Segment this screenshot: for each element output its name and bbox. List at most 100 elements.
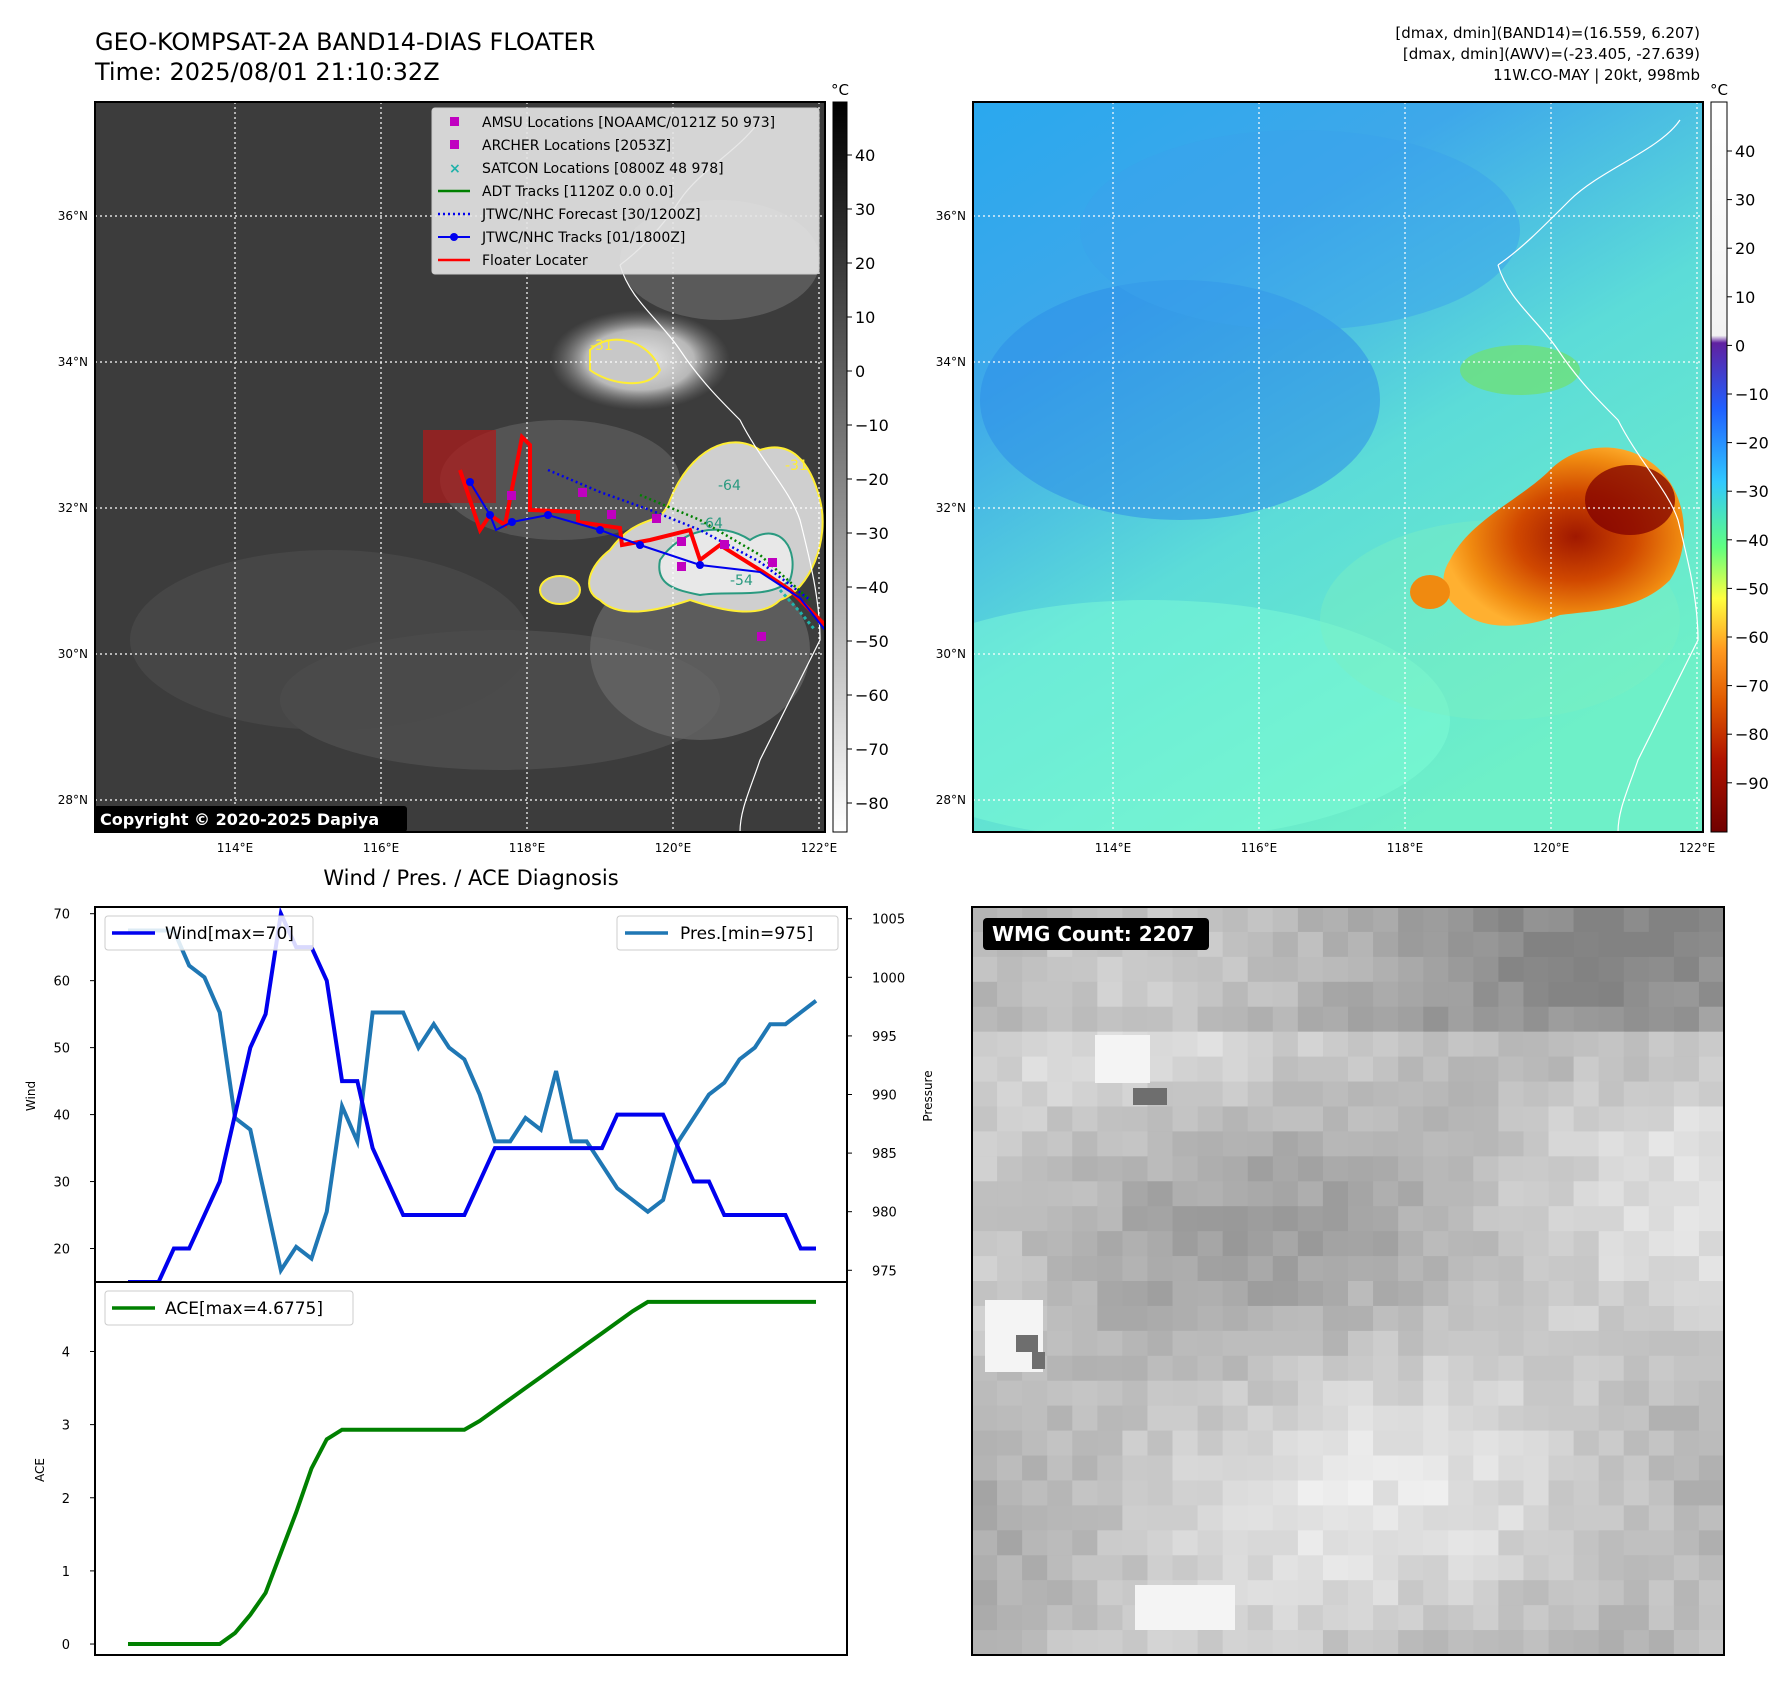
pressure-tick: 990: [872, 1089, 897, 1104]
colorbar-tick: −30: [1735, 482, 1769, 501]
colorbar-tick: −90: [1735, 774, 1769, 793]
ace-series-line: [128, 1299, 816, 1647]
colorbar-tick: 40: [855, 146, 875, 165]
colorbar-unit: °C: [1710, 81, 1728, 99]
copyright-box: [94, 806, 407, 832]
colorbar-tick: 30: [855, 200, 875, 219]
lat-label: 32°N: [936, 501, 966, 515]
pressure-axis-label: Pressure: [921, 1070, 935, 1121]
colorbar-tick: −60: [855, 686, 889, 705]
lat-label: 36°N: [936, 209, 966, 223]
legend-adt: ADT Tracks [1120Z 0.0 0.0]: [482, 184, 673, 200]
wind-series-line: [128, 906, 816, 1284]
wind-legend: Wind[max=70]: [104, 915, 314, 951]
colorbar-tick: −40: [855, 578, 889, 597]
colorbar-tick: 20: [855, 254, 875, 273]
legend-jtwc-tracks: JTWC/NHC Tracks [01/1800Z]: [481, 230, 685, 246]
lon-label: 116°E: [363, 841, 400, 855]
wind-pressure-panel: 70 60 50 40 30 20 1005 1000 995 990 985 980 975 Win…: [24, 906, 935, 1284]
floater-box: [423, 430, 496, 503]
lat-label: 32°N: [58, 501, 88, 515]
lon-label: 116°E: [1241, 841, 1278, 855]
wmg-count-box: [983, 918, 1209, 950]
ace-legend-text: ACE[max=4.6775]: [165, 1299, 323, 1319]
lon-label: 122°E: [801, 841, 838, 855]
stats-band14: [dmax, dmin](BAND14)=(16.559, 6.207): [1395, 24, 1700, 42]
contour-label: -31: [785, 458, 808, 474]
pressure-tick: 1005: [872, 913, 905, 928]
pressure-tick: 985: [872, 1147, 897, 1162]
wind-tick: 30: [53, 1176, 70, 1191]
ace-tick: 1: [62, 1565, 70, 1580]
stats-awv: [dmax, dmin](AWV)=(-23.405, -27.639): [1403, 45, 1700, 63]
colorbar-tick: 0: [1735, 336, 1745, 355]
colorbar-tick: −20: [1735, 434, 1769, 453]
amsu-location: [757, 632, 766, 641]
pressure-legend-text: Pres.[min=975]: [680, 924, 813, 944]
colorbar-tick: −50: [1735, 579, 1769, 598]
contour-label: -31: [590, 338, 613, 354]
archer-locations: [507, 488, 777, 571]
lat-label: 28°N: [58, 793, 88, 807]
colorbar-tick: −60: [1735, 628, 1769, 647]
pressure-tick: 995: [872, 1030, 897, 1045]
colorbar-tick: −30: [855, 524, 889, 543]
lat-label: 30°N: [936, 647, 966, 661]
ace-panel: 4 3 2 1 0 ACE ACE[max=4.6775]: [33, 1281, 848, 1656]
wmg-panel: WMG Count: 2207: [971, 906, 1725, 1656]
pressure-series-line: [128, 928, 818, 1276]
figure-time: Time: 2025/08/01 21:10:32Z: [94, 58, 440, 86]
lat-label: 34°N: [936, 355, 966, 369]
legend-floater: Floater Locater: [482, 253, 588, 269]
lat-label: 30°N: [58, 647, 88, 661]
wind-legend-text: Wind[max=70]: [165, 924, 294, 944]
contour-label: -64: [700, 516, 723, 532]
jtwc-track-points: [466, 478, 704, 569]
colorbar-tick: −10: [1735, 385, 1769, 404]
colorbar-tick: −80: [855, 794, 889, 813]
jtwc-forecast: [547, 468, 811, 601]
pressure-legend: Pres.[min=975]: [616, 915, 839, 951]
lat-label: 36°N: [58, 209, 88, 223]
colorbar-tick: −70: [855, 740, 889, 759]
ace-tick: 3: [62, 1419, 70, 1434]
colorbar-tick: −50: [855, 632, 889, 651]
stats-storm: 11W.CO-MAY | 20kt, 998mb: [1493, 66, 1700, 84]
colorbar-tick: 10: [855, 308, 875, 327]
colorbar-tick: −80: [1735, 725, 1769, 744]
legend-satcon: SATCON Locations [0800Z 48 978]: [482, 161, 724, 177]
colorbar-tick: 10: [1735, 288, 1755, 307]
lon-label: 120°E: [655, 841, 692, 855]
ace-axis-label: ACE: [33, 1458, 47, 1482]
pressure-tick: 980: [872, 1206, 897, 1221]
ace-tick: 4: [62, 1345, 70, 1360]
colorbar-unit: °C: [831, 81, 849, 99]
lon-label: 118°E: [509, 841, 546, 855]
colorbar-tick: 40: [1735, 142, 1755, 161]
colorbar-tick: 30: [1735, 191, 1755, 210]
wmg-count-text: WMG Count: 2207: [992, 922, 1194, 946]
pressure-tick: 975: [872, 1264, 897, 1279]
lon-label: 120°E: [1533, 841, 1570, 855]
diagnosis-title: Wind / Pres. / ACE Diagnosis: [323, 866, 618, 890]
ace-tick: 0: [62, 1638, 70, 1653]
figure-title: GEO-KOMPSAT-2A BAND14-DIAS FLOATER: [95, 28, 595, 56]
ace-tick: 2: [62, 1492, 70, 1507]
svg-text:×: ×: [449, 161, 461, 177]
lon-label: 118°E: [1387, 841, 1424, 855]
copyright-text: Copyright © 2020-2025 Dapiya: [100, 810, 379, 829]
wind-tick: 20: [53, 1243, 70, 1258]
wind-axis-label: Wind: [24, 1081, 38, 1111]
wind-tick: 70: [53, 908, 70, 923]
wind-tick: 60: [53, 975, 70, 990]
colorbar-tick: −10: [855, 416, 889, 435]
wind-tick: 50: [53, 1042, 70, 1057]
legend-archer: ARCHER Locations [2053Z]: [482, 138, 671, 154]
lon-label: 114°E: [1095, 841, 1132, 855]
awv-map-panel: 36°N 34°N 32°N 30°N 28°N 114°E 116°E 118…: [936, 81, 1769, 855]
lat-label: 34°N: [58, 355, 88, 369]
ace-legend: ACE[max=4.6775]: [104, 1290, 354, 1326]
legend-amsu: AMSU Locations [NOAAMC/0121Z 50 973]: [482, 115, 775, 131]
contour-label: -64: [718, 478, 741, 494]
map-legend: AMSU Locations [NOAAMC/0121Z 50 973] ARC…: [431, 107, 820, 275]
